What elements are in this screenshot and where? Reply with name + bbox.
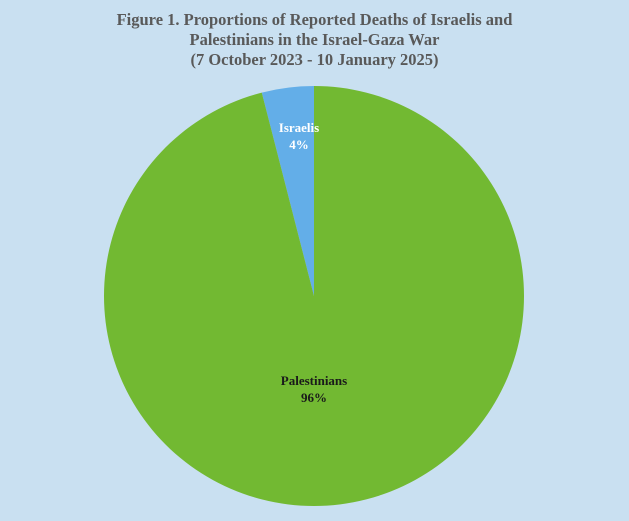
slice-value-israelis: 4% — [289, 137, 309, 152]
chart-title-line-1: Figure 1. Proportions of Reported Deaths… — [116, 10, 513, 29]
slice-value-palestinians: 96% — [301, 390, 327, 405]
slice-label-israelis: Israelis — [279, 120, 319, 135]
chart-title-line-2: Palestinians in the Israel-Gaza War — [189, 30, 440, 49]
chart-title: Figure 1. Proportions of Reported Deaths… — [0, 10, 629, 70]
chart-title-line-3: (7 October 2023 - 10 January 2025) — [190, 50, 439, 69]
pie-slice-israelis — [261, 86, 314, 296]
slice-label-palestinians: Palestinians — [281, 373, 347, 388]
pie-slice-palestinians — [103, 85, 524, 506]
